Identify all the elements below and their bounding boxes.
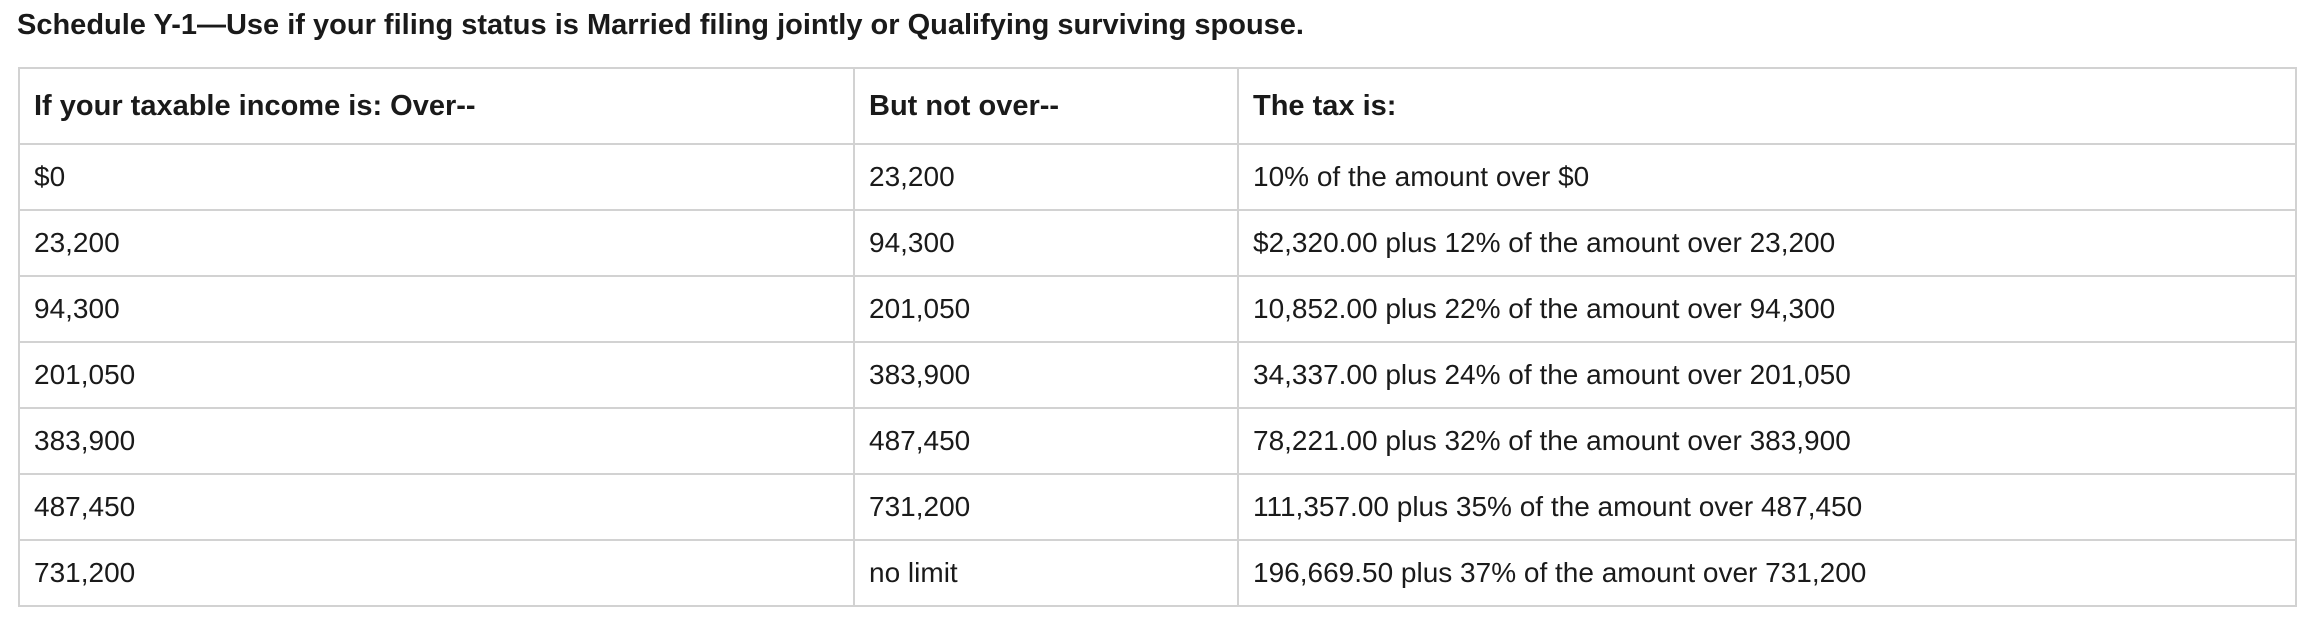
cell-tax: 10% of the amount over $0 — [1237, 143, 2297, 211]
cell-over: 201,050 — [18, 341, 855, 409]
column-header-not-over: But not over-- — [853, 67, 1239, 145]
cell-not-over: 94,300 — [853, 209, 1239, 277]
cell-over: $0 — [18, 143, 855, 211]
cell-tax: 111,357.00 plus 35% of the amount over 4… — [1237, 473, 2297, 541]
cell-tax: 10,852.00 plus 22% of the amount over 94… — [1237, 275, 2297, 343]
tax-rate-table: If your taxable income is: Over-- But no… — [18, 67, 2297, 607]
cell-tax: $2,320.00 plus 12% of the amount over 23… — [1237, 209, 2297, 277]
cell-over: 383,900 — [18, 407, 855, 475]
table-row: 201,050 383,900 34,337.00 plus 24% of th… — [18, 341, 2297, 409]
table-row: 23,200 94,300 $2,320.00 plus 12% of the … — [18, 209, 2297, 277]
cell-not-over: 23,200 — [853, 143, 1239, 211]
cell-not-over: 487,450 — [853, 407, 1239, 475]
cell-over: 23,200 — [18, 209, 855, 277]
cell-not-over: 731,200 — [853, 473, 1239, 541]
cell-not-over: no limit — [853, 539, 1239, 607]
cell-not-over: 201,050 — [853, 275, 1239, 343]
cell-tax: 196,669.50 plus 37% of the amount over 7… — [1237, 539, 2297, 607]
cell-over: 94,300 — [18, 275, 855, 343]
table-header-row: If your taxable income is: Over-- But no… — [18, 67, 2297, 145]
column-header-over: If your taxable income is: Over-- — [18, 67, 855, 145]
table-row: 383,900 487,450 78,221.00 plus 32% of th… — [18, 407, 2297, 475]
table-row: $0 23,200 10% of the amount over $0 — [18, 143, 2297, 211]
cell-tax: 78,221.00 plus 32% of the amount over 38… — [1237, 407, 2297, 475]
column-header-tax: The tax is: — [1237, 67, 2297, 145]
table-row: 731,200 no limit 196,669.50 plus 37% of … — [18, 539, 2297, 607]
cell-not-over: 383,900 — [853, 341, 1239, 409]
cell-over: 487,450 — [18, 473, 855, 541]
cell-tax: 34,337.00 plus 24% of the amount over 20… — [1237, 341, 2297, 409]
cell-over: 731,200 — [18, 539, 855, 607]
schedule-title: Schedule Y-1—Use if your filing status i… — [17, 9, 1304, 41]
table-row: 94,300 201,050 10,852.00 plus 22% of the… — [18, 275, 2297, 343]
table-row: 487,450 731,200 111,357.00 plus 35% of t… — [18, 473, 2297, 541]
